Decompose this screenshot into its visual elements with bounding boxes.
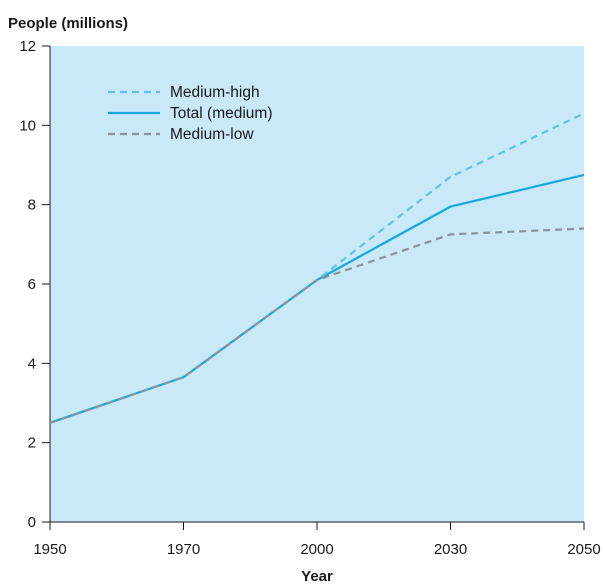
legend-label: Medium-high (170, 84, 260, 101)
y-tick-label: 4 (28, 355, 36, 372)
y-axis-title: People (millions) (8, 15, 128, 32)
x-axis-title: Year (301, 568, 333, 585)
y-tick-label: 0 (28, 514, 36, 531)
series-line-medium-low (49, 227, 585, 424)
y-tick-label: 12 (19, 38, 36, 55)
y-tick-label: 10 (19, 117, 36, 134)
y-tick-label: 2 (28, 435, 36, 452)
series-layer (49, 112, 585, 424)
x-tick-label: 1950 (33, 541, 66, 558)
y-tick-label: 6 (28, 276, 36, 293)
x-tick-label: 2030 (434, 541, 467, 558)
x-tick-label: 2050 (567, 541, 600, 558)
axes: 0 2 4 6 8 10 12 1950 1970 2000 2030 2050 (19, 38, 600, 558)
legend: Medium-high Total (medium) Medium-low (108, 84, 273, 143)
legend-label: Medium-low (170, 126, 254, 143)
x-tick-label: 2000 (300, 541, 333, 558)
y-tick-label: 8 (28, 197, 36, 214)
legend-label: Total (medium) (170, 105, 273, 122)
x-tick-label: 1970 (167, 541, 200, 558)
plot-area (50, 46, 584, 522)
